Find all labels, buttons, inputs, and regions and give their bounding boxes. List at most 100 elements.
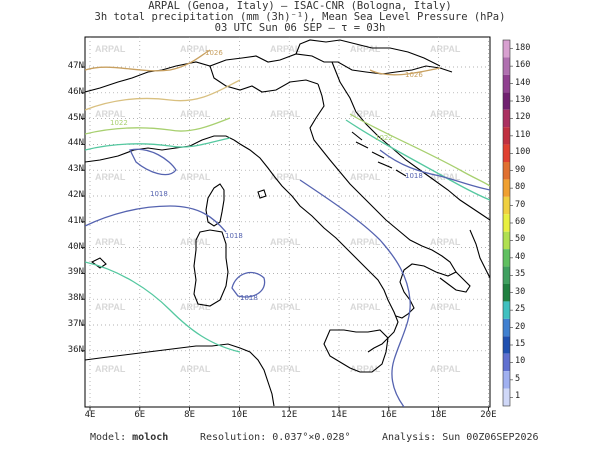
longitude-label: 6E (134, 410, 146, 420)
watermark-text: ARPAL (430, 302, 461, 312)
latitude-label: 41N (67, 215, 84, 226)
colorbar-segment (503, 92, 510, 110)
colorbar-segment (503, 74, 510, 93)
latitude-label: 36N (67, 344, 84, 355)
model-label: Model: (90, 432, 127, 443)
watermark-text: ARPAL (350, 172, 381, 182)
watermark-text: ARPAL (270, 364, 301, 374)
lat-lon-grid (85, 37, 490, 407)
latitude-label: 42N (67, 190, 84, 200)
colorbar-label: 60 (515, 217, 526, 227)
africa-coast (85, 343, 275, 407)
colorbar-segment (503, 40, 510, 58)
colorbar-label: 130 (515, 95, 531, 105)
watermark-text: ARPAL (430, 109, 461, 119)
watermark-text: ARPAL (95, 237, 126, 247)
analysis-label: Analysis: (382, 432, 437, 443)
watermark-text: ARPAL (350, 302, 381, 312)
precipitation-colorbar (502, 39, 513, 407)
colorbar-label: 40 (515, 251, 526, 262)
watermark-text: ARPAL (95, 44, 126, 54)
isobar-label: 1018 (405, 172, 423, 180)
isobar-label: 1026 (405, 71, 423, 79)
footer-analysis: Analysis: Sun 00Z06SEP2026 (382, 432, 539, 443)
watermark-text: ARPAL (430, 237, 461, 247)
resolution-label: Resolution: (200, 432, 267, 443)
isobar-1022 (85, 117, 231, 135)
arpal-watermarks: ARPAL ARPAL ARPAL ARPAL ARPAL ARPAL ARPAL ARPAL… (95, 44, 461, 374)
model-value: moloch (132, 432, 169, 443)
latitude-label: 37N (67, 319, 84, 329)
french-coast (85, 135, 235, 163)
watermark-text: ARPAL (180, 237, 211, 247)
croatian-islands (351, 131, 407, 177)
colorbar-segment (503, 144, 510, 162)
watermark-text: ARPAL (350, 237, 381, 247)
isobar-1024 (85, 79, 241, 111)
watermark-text: ARPAL (270, 109, 301, 119)
colorbar-label: 70 (515, 199, 526, 210)
sardinia (193, 229, 229, 307)
sicily (323, 329, 389, 373)
colorbar-segment (503, 57, 510, 75)
latitude-label: 46N (67, 86, 84, 97)
colorbar-label: 110 (515, 129, 531, 140)
northern-border (85, 53, 453, 93)
isobars (85, 49, 490, 407)
title-line-3: 03 UTC Sun 06 SEP — τ = 03h (214, 22, 386, 34)
elba (257, 189, 267, 199)
colorbar-segment (503, 353, 510, 372)
colorbar-label: 160 (515, 60, 531, 71)
colorbar-segment (503, 388, 510, 406)
colorbar-segment (503, 336, 510, 354)
watermark-text: ARPAL (350, 109, 381, 119)
longitude-label: 18E (430, 410, 447, 420)
colorbar-segment (503, 196, 510, 215)
watermark-text: ARPAL (430, 364, 461, 374)
colorbar-segment (503, 162, 510, 180)
isobar-1026 (85, 49, 211, 72)
watermark-text: ARPAL (95, 172, 126, 182)
colorbar-segment (503, 179, 510, 197)
italy-heel (439, 271, 471, 293)
isobar-label: 1022 (110, 119, 128, 127)
axis-ticks (81, 66, 489, 411)
italy-east-coast (309, 83, 457, 319)
colorbar-label: 180 (515, 42, 531, 53)
colorbar-label: 10 (515, 356, 526, 367)
corsica (205, 183, 225, 227)
austria-border (295, 39, 441, 67)
colorbar-segment (503, 371, 510, 389)
watermark-text: ARPAL (270, 302, 301, 312)
watermark-text: ARPAL (180, 364, 211, 374)
isobar-1020c (85, 261, 241, 353)
title-line-2: 3h total precipitation (mm (3h)⁻¹), Mean… (94, 11, 506, 23)
longitude-label: 12E (281, 410, 298, 420)
title-line-1: ARPAL (Genoa, Italy) — ISAC-CNR (Bologna… (148, 0, 452, 12)
watermark-text: ARPAL (270, 237, 301, 247)
watermark-text: ARPAL (270, 44, 301, 54)
isobar-1016 (379, 149, 490, 191)
latitude-label: 47N (67, 61, 84, 71)
isobar-label: 1018 (225, 232, 243, 240)
watermark-text: ARPAL (180, 44, 211, 54)
longitude-label: 14E (330, 410, 348, 420)
colorbar-label: 35 (515, 269, 526, 280)
isobar-1018c (231, 271, 266, 298)
longitude-label: 16E (380, 410, 397, 420)
isobar-label: 1022 (375, 134, 393, 142)
latitude-label: 38N (67, 293, 84, 304)
colorbar-label: 1 (515, 391, 521, 402)
balkan-coast (331, 61, 490, 221)
watermark-text: ARPAL (95, 364, 126, 374)
colorbar-label: 80 (515, 182, 526, 193)
watermark-text: ARPAL (350, 44, 381, 54)
colorbar-label: 100 (515, 147, 531, 158)
colorbar-label: 20 (515, 321, 526, 332)
switzerland-border (209, 65, 319, 93)
italy-west-coast (233, 139, 399, 353)
colorbar-segment (503, 266, 510, 284)
isobar-1026b (369, 67, 441, 76)
longitude-label: 4E (84, 410, 96, 420)
